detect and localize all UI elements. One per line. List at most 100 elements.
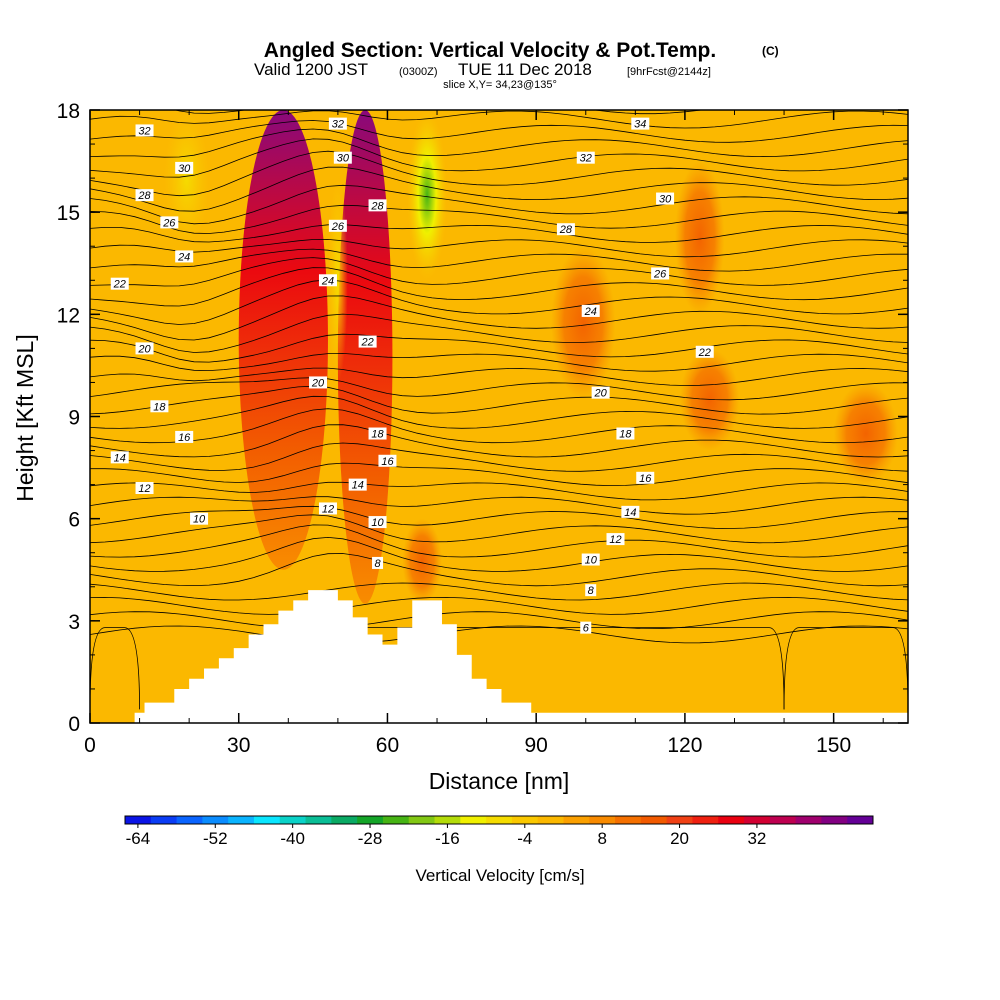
theta-contour-line — [90, 395, 908, 429]
theta-label-text: 16 — [639, 473, 652, 485]
y-tick-label: 0 — [68, 713, 80, 736]
theta-label: 10 — [368, 516, 387, 529]
theta-label-text: 8 — [374, 558, 381, 570]
theta-label: 8 — [585, 584, 597, 597]
theta-label: 10 — [190, 512, 209, 526]
theta-label-text: 6 — [583, 623, 590, 635]
theta-label: 28 — [556, 223, 575, 236]
theta-label-box — [135, 342, 154, 355]
theta-label-text: 22 — [360, 337, 373, 349]
theta-contour-line — [90, 611, 908, 630]
theta-label: 32 — [328, 117, 347, 131]
y-tick-label: 15 — [57, 202, 80, 225]
colorbar-swatch — [125, 816, 152, 824]
theta-label-text: 20 — [311, 377, 325, 389]
theta-label-box — [581, 553, 600, 566]
theta-label-box — [160, 216, 179, 229]
valid-time-utc: (0300Z) — [399, 66, 438, 78]
theta-label-box — [606, 533, 625, 546]
theta-label-text: 18 — [153, 401, 166, 413]
theta-label-box — [651, 267, 670, 280]
x-axis-label: Distance [nm] — [429, 768, 570, 794]
valid-time-date: TUE 11 Dec 2018 — [458, 60, 592, 79]
theta-label: 24 — [175, 250, 194, 263]
theta-label-box — [175, 250, 194, 263]
theta-label-box — [581, 304, 600, 317]
theta-label: 18 — [150, 400, 169, 413]
theta-contour-line — [90, 279, 908, 325]
theta-label-box — [309, 376, 328, 389]
theta-contour-line — [90, 408, 908, 444]
theta-label-box — [348, 478, 367, 491]
theta-contour-line — [90, 481, 908, 501]
colorbar-swatch — [692, 816, 719, 824]
colorbar-swatch — [460, 816, 487, 824]
theta-label: 34 — [631, 117, 650, 131]
colorbar-tick-label: -16 — [435, 829, 460, 848]
valid-time-prefix: Valid 1200 JST — [254, 60, 368, 79]
theta-label-text: 12 — [322, 503, 334, 515]
theta-label-box — [556, 223, 575, 236]
theta-label: 30 — [656, 192, 675, 206]
updraft-core-3 — [551, 246, 616, 400]
theta-label-text: 20 — [594, 388, 608, 400]
theta-contour-line — [90, 138, 908, 178]
theta-contour-line — [90, 524, 908, 558]
x-tick-label: 150 — [816, 734, 851, 757]
x-tick-label: 90 — [525, 734, 548, 757]
theta-label-text: 28 — [370, 200, 384, 212]
theta-contour-line — [90, 377, 908, 401]
y-tick-label: 6 — [68, 509, 80, 532]
theta-label-text: 14 — [352, 480, 364, 492]
theta-label-text: 32 — [138, 125, 150, 137]
colorbar-swatch — [279, 816, 307, 824]
theta-label-text: 18 — [371, 429, 384, 441]
theta-label-box — [368, 516, 387, 529]
theta-contour-line — [90, 424, 908, 458]
theta-label: 16 — [175, 430, 194, 444]
theta-label: 10 — [581, 553, 600, 567]
theta-label-text: 22 — [698, 347, 711, 359]
theta-contour-line — [90, 385, 908, 415]
theta-label-text: 30 — [659, 194, 672, 206]
colorbar-swatch — [640, 816, 668, 824]
chart-title: Angled Section: Vertical Velocity & Pot.… — [264, 39, 716, 62]
theta-contour-line — [90, 184, 908, 225]
theta-contour-line — [90, 352, 908, 372]
y-axis: 0 3 6 9 12 15 18 — [57, 100, 908, 736]
theta-label: 30 — [333, 151, 352, 165]
colorbar-swatch — [228, 816, 255, 824]
theta-label-box — [358, 335, 377, 348]
theta-contour-line — [90, 150, 908, 197]
theta-label: 26 — [160, 216, 179, 229]
theta-label-box — [636, 471, 655, 484]
colorbar-swatch — [847, 816, 874, 824]
colorbar-swatch — [434, 816, 461, 824]
theta-contour-line — [90, 238, 908, 258]
theta-label-text: 24 — [321, 275, 334, 287]
theta-label-text: 16 — [381, 456, 394, 468]
theta-label-text: 22 — [113, 279, 126, 291]
theta-contour-line — [90, 442, 908, 472]
theta-label-text: 24 — [177, 251, 190, 263]
theta-contour-line — [90, 462, 908, 487]
theta-label-box — [135, 189, 154, 202]
theta-label-box — [328, 117, 347, 130]
theta-label: 12 — [606, 533, 625, 546]
theta-label: 30 — [175, 161, 194, 175]
theta-label-text: 16 — [178, 432, 191, 444]
theta-label: 20 — [309, 376, 328, 389]
theta-label-box — [372, 556, 384, 569]
colorbar-swatch — [331, 816, 358, 824]
colorbar-swatch — [357, 816, 384, 824]
theta-contour-line — [90, 625, 908, 644]
theta-label-box — [576, 151, 595, 164]
theta-label-box — [190, 512, 209, 525]
colorbar-swatch — [202, 816, 229, 824]
theta-contour-line — [90, 257, 908, 287]
theta-contour-line — [90, 295, 908, 341]
colorbar-swatch — [305, 816, 332, 824]
theta-label: 14 — [348, 478, 367, 492]
theta-label: 16 — [636, 471, 655, 485]
theta-contour-line — [90, 536, 908, 572]
